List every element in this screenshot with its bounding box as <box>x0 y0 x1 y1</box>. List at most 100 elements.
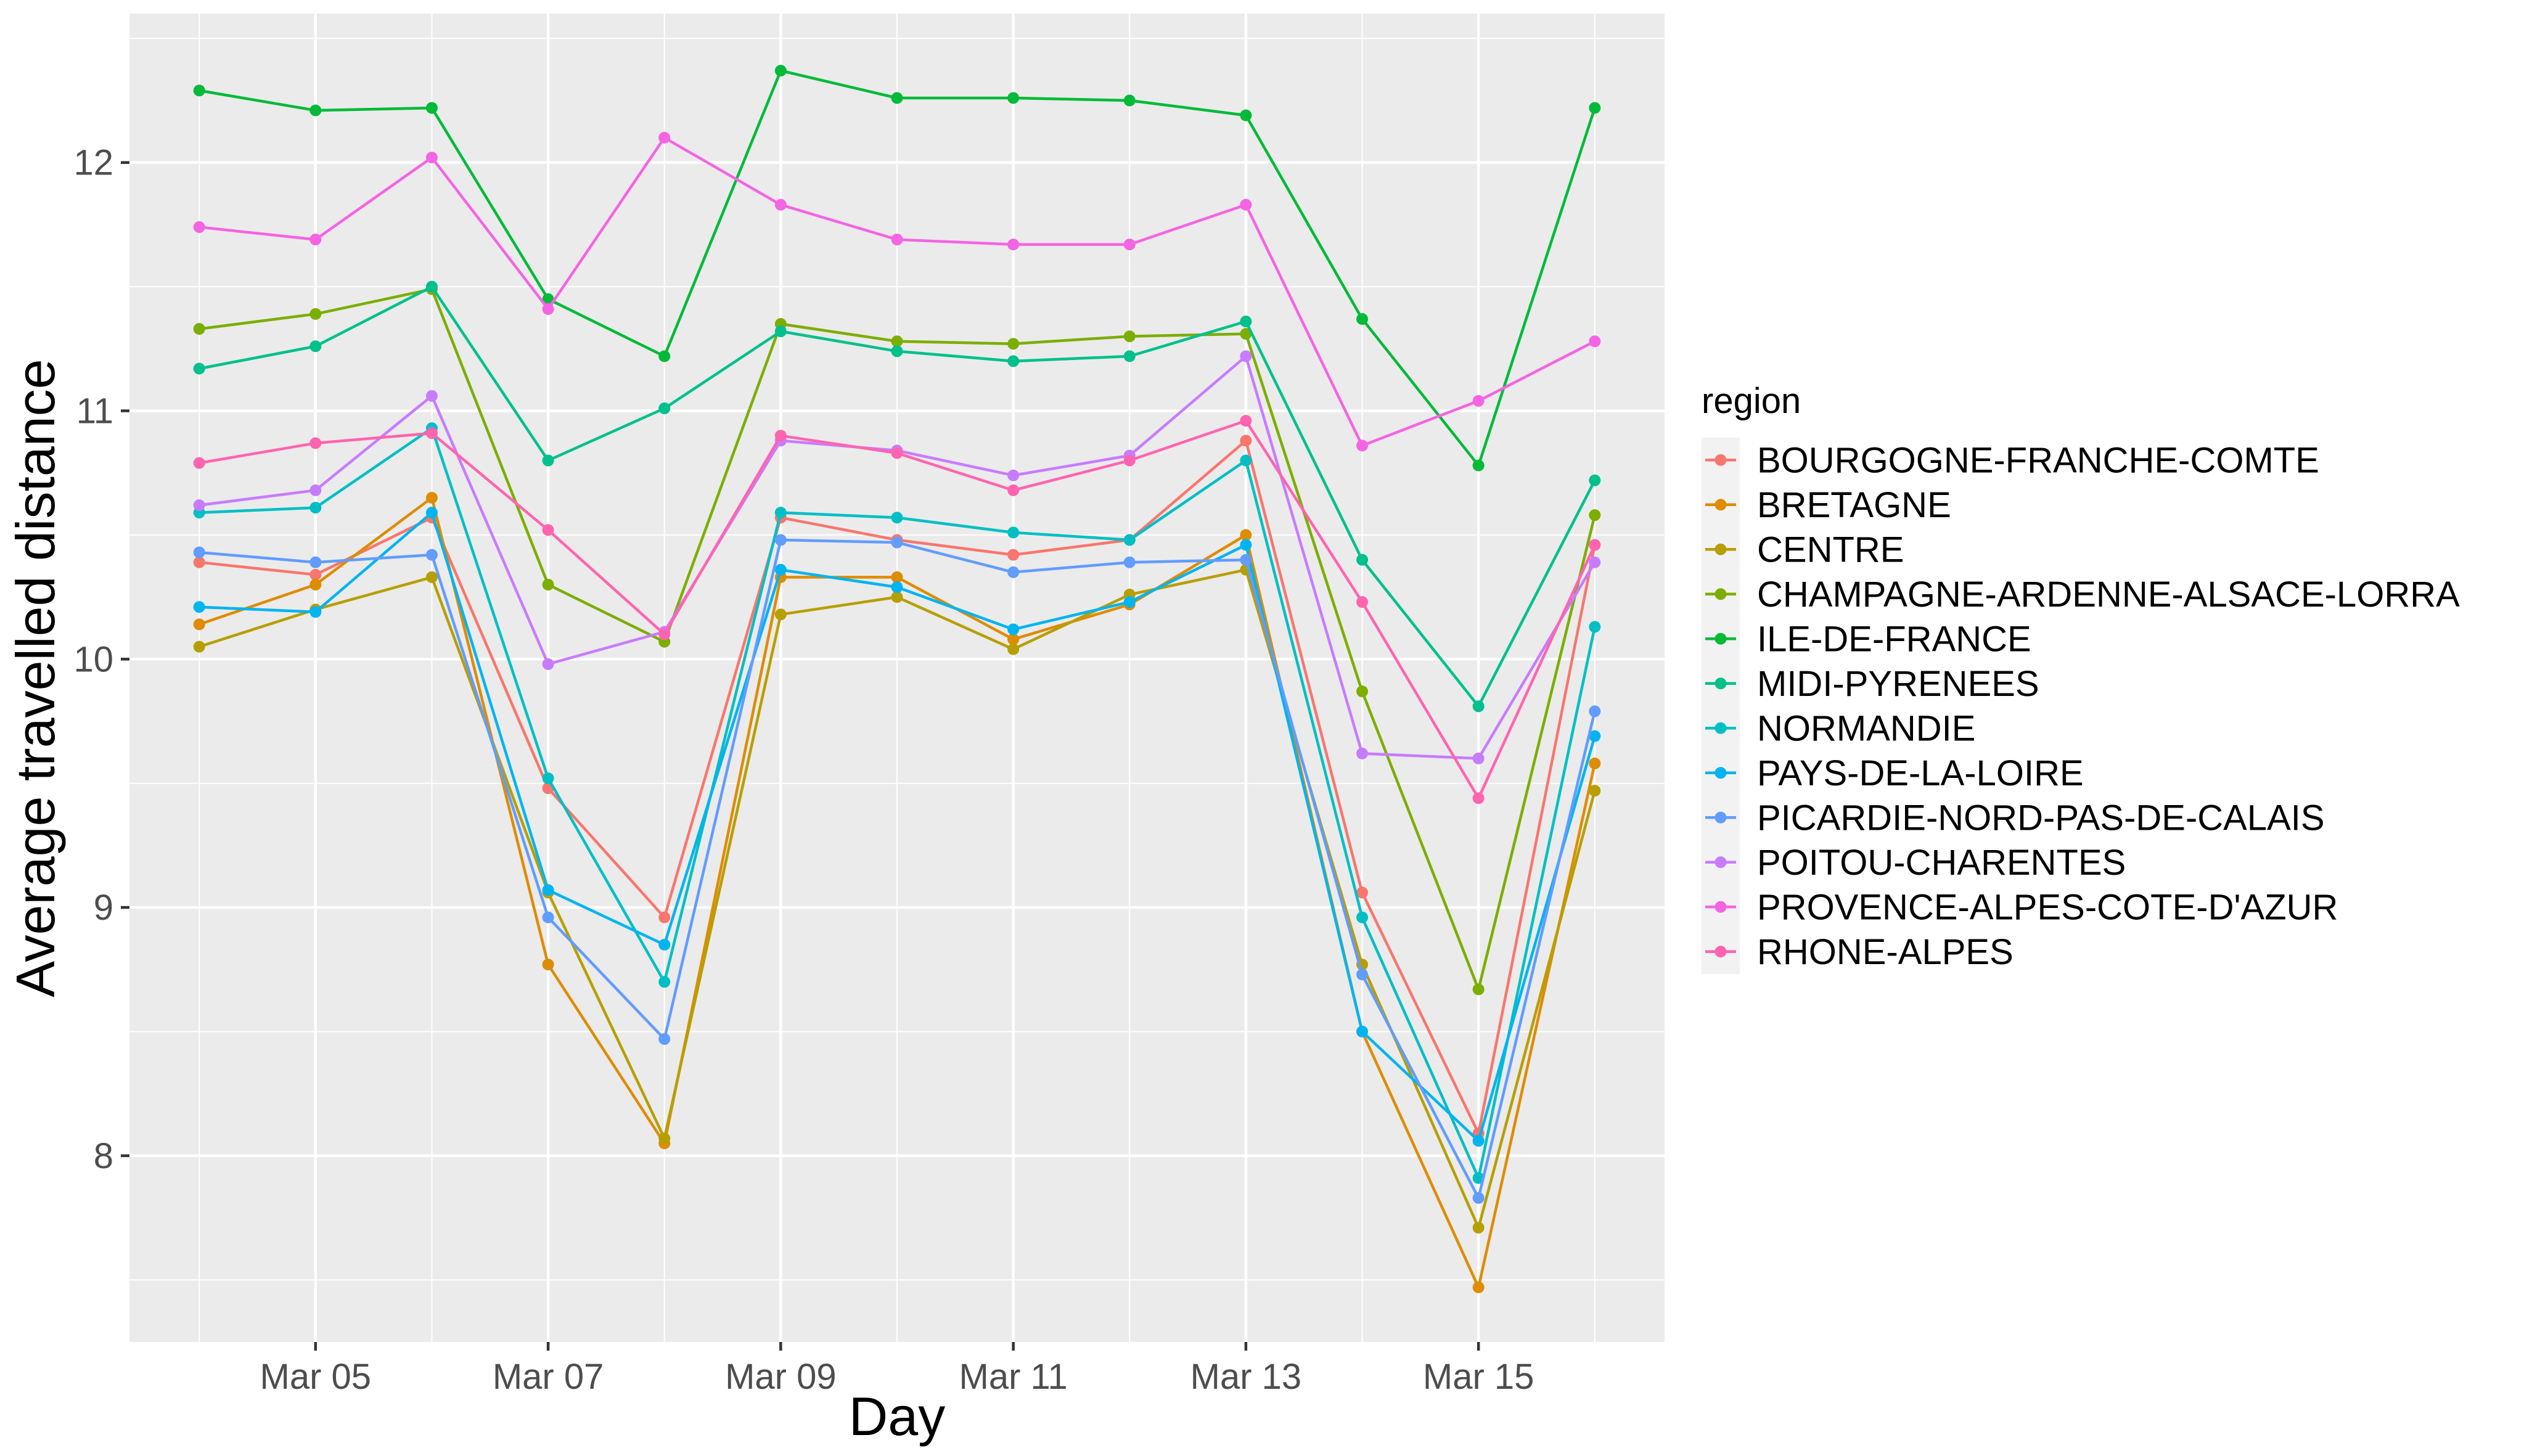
data-point <box>1472 395 1485 407</box>
data-point <box>1356 747 1369 759</box>
x-tick-label: Mar 11 <box>959 1357 1068 1397</box>
grid-minor <box>129 14 1665 1342</box>
data-point <box>658 402 671 414</box>
data-point <box>1007 355 1020 367</box>
data-point <box>193 556 205 568</box>
data-point <box>1589 539 1601 551</box>
legend-label: RHONE-ALPES <box>1757 932 2013 972</box>
data-point <box>309 340 322 353</box>
data-point <box>1589 509 1601 521</box>
data-point <box>774 507 787 519</box>
legend-key-point <box>1714 722 1727 734</box>
series-provence-alpes-cote-d-azur <box>193 131 1601 452</box>
data-point <box>774 563 787 576</box>
data-point <box>1589 556 1601 568</box>
data-point <box>1007 338 1020 350</box>
data-point <box>425 507 438 519</box>
data-point <box>658 628 671 640</box>
data-point <box>1123 350 1136 362</box>
data-point <box>542 524 554 536</box>
legend-key-point <box>1714 946 1727 958</box>
data-point <box>891 335 903 348</box>
y-tick-label: 8 <box>94 1136 113 1176</box>
data-point <box>658 350 671 362</box>
data-point <box>193 221 205 233</box>
data-point <box>891 591 903 603</box>
data-point <box>1240 539 1252 551</box>
series-pays-de-la-loire <box>193 507 1601 1147</box>
legend-key-point <box>1714 454 1727 466</box>
y-tick-label: 10 <box>73 639 113 679</box>
series-rhone-alpes <box>193 415 1601 804</box>
legend-key-point <box>1714 677 1727 690</box>
data-point <box>1240 198 1252 211</box>
legend-label: CHAMPAGNE-ARDENNE-ALSACE-LORRA <box>1757 575 2460 615</box>
data-point <box>1007 526 1020 539</box>
data-point <box>1589 730 1601 742</box>
legend-key-point <box>1714 543 1727 555</box>
data-point <box>1589 757 1601 769</box>
data-point <box>309 606 322 618</box>
legend-key-point <box>1714 632 1727 645</box>
data-point <box>1589 785 1601 797</box>
data-point <box>1240 315 1252 327</box>
series-midi-pyrenees <box>193 280 1601 713</box>
data-point <box>309 578 322 591</box>
legend-key-point <box>1714 588 1727 600</box>
data-point <box>658 911 671 923</box>
data-point <box>1007 92 1020 104</box>
data-point <box>891 581 903 593</box>
legend-item: RHONE-ALPES <box>1702 929 2013 974</box>
legend-key-point <box>1714 856 1727 869</box>
data-point <box>425 280 438 293</box>
x-axis-title: Day <box>849 1386 946 1447</box>
legend-label: NORMANDIE <box>1757 708 1975 748</box>
data-point <box>542 454 554 467</box>
legend-label: BRETAGNE <box>1757 485 1951 525</box>
data-point <box>1356 313 1369 325</box>
data-point <box>1240 415 1252 427</box>
data-point <box>1240 454 1252 467</box>
y-tick-label: 11 <box>76 391 113 431</box>
data-point <box>542 884 554 896</box>
legend-item: NORMANDIE <box>1702 706 1975 751</box>
data-point <box>542 303 554 315</box>
data-point <box>1240 435 1252 447</box>
data-point <box>309 556 322 568</box>
legend: region BOURGOGNE-FRANCHE-COMTE BRETAGNE CE… <box>1702 381 2460 974</box>
data-point <box>774 608 787 621</box>
data-point <box>193 499 205 512</box>
data-point <box>1007 549 1020 561</box>
data-point <box>309 437 322 449</box>
data-point <box>193 84 205 97</box>
legend-label: PAYS-DE-LA-LOIRE <box>1757 753 2084 793</box>
y-axis: 8 9 10 11 12 <box>73 143 129 1176</box>
data-point <box>542 658 554 670</box>
data-point <box>1123 239 1136 251</box>
data-point <box>542 959 554 971</box>
legend-key-point <box>1714 767 1727 779</box>
data-point <box>774 198 787 211</box>
legend-item: BRETAGNE <box>1702 482 1951 527</box>
data-point <box>1472 983 1485 996</box>
data-point <box>425 491 438 504</box>
data-point <box>1123 556 1136 568</box>
x-axis: Mar 05 Mar 07 Mar 09 Mar 11 Mar 13 Mar 15 <box>260 1342 1534 1397</box>
y-axis-title: Average travelled distance <box>5 359 66 997</box>
data-point <box>1356 1025 1369 1037</box>
data-point <box>1123 330 1136 343</box>
data-point <box>425 549 438 561</box>
legend-key-point <box>1714 499 1727 511</box>
x-tick-label: Mar 13 <box>1190 1357 1302 1397</box>
data-point <box>542 293 554 305</box>
legend-items: BOURGOGNE-FRANCHE-COMTE BRETAGNE CENTRE CHA… <box>1702 438 2460 974</box>
data-point <box>1472 1281 1485 1293</box>
data-point <box>1472 792 1485 804</box>
series-picardie-nord-pas-de-calais <box>193 534 1601 1204</box>
data-point <box>1589 102 1601 114</box>
legend-label: MIDI-PYRENEES <box>1757 664 2039 704</box>
data-point <box>658 1033 671 1045</box>
data-point <box>658 1132 671 1145</box>
data-point <box>658 976 671 988</box>
